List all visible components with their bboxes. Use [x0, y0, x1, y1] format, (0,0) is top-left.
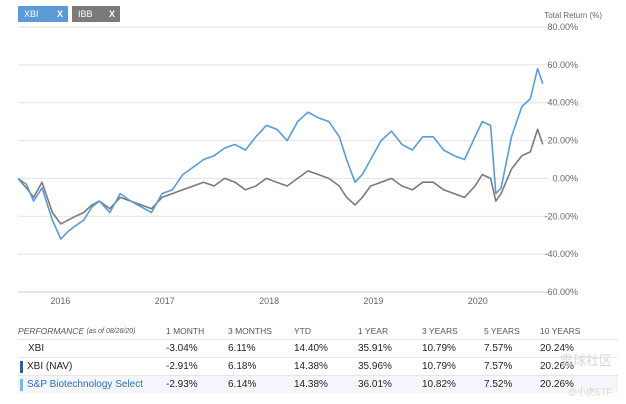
row-name: XBI (NAV): [27, 361, 73, 372]
x-tick-label: 2018: [259, 296, 279, 306]
cell: 7.52%: [484, 379, 513, 390]
y-tick-label: 80.00%: [547, 22, 578, 32]
series-line-xbi: [17, 67, 544, 240]
cell: 6.14%: [228, 379, 257, 390]
cell: 7.57%: [484, 361, 513, 372]
cell: 10.79%: [422, 343, 456, 354]
cell: 35.96%: [358, 361, 392, 372]
x-tick-label: 2019: [363, 296, 383, 306]
header-1-month: 1 MONTH: [166, 326, 205, 336]
y-tick-label: 20.00%: [547, 136, 578, 146]
header-10-years: 10 YEARS: [540, 326, 581, 336]
x-tick-label: 2020: [468, 296, 488, 306]
cell: 14.38%: [294, 361, 328, 372]
cell: 10.79%: [422, 361, 456, 372]
cell: 10.82%: [422, 379, 456, 390]
cell: 14.40%: [294, 343, 328, 354]
cell: 20.26%: [540, 379, 574, 390]
line-chart: Total Return (%) 80.00% 60.00% 40.00% 20.00%…: [17, 11, 602, 306]
cell: 36.01%: [358, 379, 392, 390]
table-row: XBI -3.04% 6.11% 14.40% 35.91% 10.79% 7.…: [18, 339, 618, 357]
y-tick-label: 60.00%: [547, 60, 578, 70]
header-3-years: 3 YEARS: [422, 326, 458, 336]
x-tick-label: 2016: [50, 296, 70, 306]
y-tick-label: 0.00%: [552, 173, 578, 183]
row-name: XBI: [28, 343, 45, 354]
cell: 35.91%: [358, 343, 392, 354]
as-of-date: (as of 08/28/20): [86, 327, 136, 335]
cell: 6.18%: [228, 361, 257, 372]
y-tick-label: -20.00%: [544, 211, 578, 221]
x-tick-label: 2017: [155, 296, 175, 306]
row-name: S&P Biotechnology Select: [27, 379, 144, 390]
tab-ibb[interactable]: IBB X: [72, 6, 120, 22]
row-name-cell: S&P Biotechnology Select: [18, 378, 166, 391]
watermark-handle: @小虎ETF: [567, 387, 612, 397]
y-axis-label: Total Return (%): [544, 11, 602, 20]
table-row: XBI (NAV) -2.91% 6.18% 14.38% 35.96% 10.…: [18, 357, 618, 375]
cell: 6.11%: [228, 343, 256, 354]
close-icon[interactable]: X: [56, 9, 63, 19]
close-icon[interactable]: X: [108, 9, 115, 19]
table-header: PERFORMANCE (as of 08/28/20) 1 MONTH 3 M…: [18, 323, 618, 339]
nav-swatch: [20, 360, 23, 373]
header-1-year: 1 YEAR: [358, 326, 389, 336]
header-5-years: 5 YEARS: [484, 326, 520, 336]
cell: -2.91%: [166, 361, 198, 372]
cell: 20.26%: [540, 361, 574, 372]
cell: -2.93%: [166, 379, 198, 390]
tab-ibb-label: IBB: [78, 9, 93, 19]
watermark: 雪球社区: [559, 353, 612, 368]
header-performance: PERFORMANCE (as of 08/28/20): [18, 326, 166, 336]
tab-xbi-label: XBI: [24, 9, 39, 19]
header-ytd: YTD: [294, 326, 311, 336]
performance-table: PERFORMANCE (as of 08/28/20) 1 MONTH 3 M…: [18, 323, 618, 393]
header-3-months: 3 MONTHS: [228, 326, 272, 336]
tab-xbi[interactable]: XBI X: [18, 6, 68, 22]
cell: 7.57%: [484, 343, 513, 354]
row-name-cell: XBI (NAV): [18, 360, 166, 373]
y-tick-label: 40.00%: [547, 98, 578, 108]
header-label: PERFORMANCE: [18, 326, 85, 336]
y-tick-label: -40.00%: [544, 249, 578, 259]
table-row: S&P Biotechnology Select -2.93% 6.14% 14…: [18, 375, 618, 393]
cell: 20.24%: [540, 343, 574, 354]
cell: -3.04%: [166, 343, 198, 354]
cell: 14.38%: [294, 379, 328, 390]
series-line-ibb: [17, 128, 544, 225]
index-swatch: [20, 378, 23, 391]
y-tick-label: -60.00%: [544, 287, 578, 297]
series-tabs: XBI X IBB X: [18, 6, 120, 22]
